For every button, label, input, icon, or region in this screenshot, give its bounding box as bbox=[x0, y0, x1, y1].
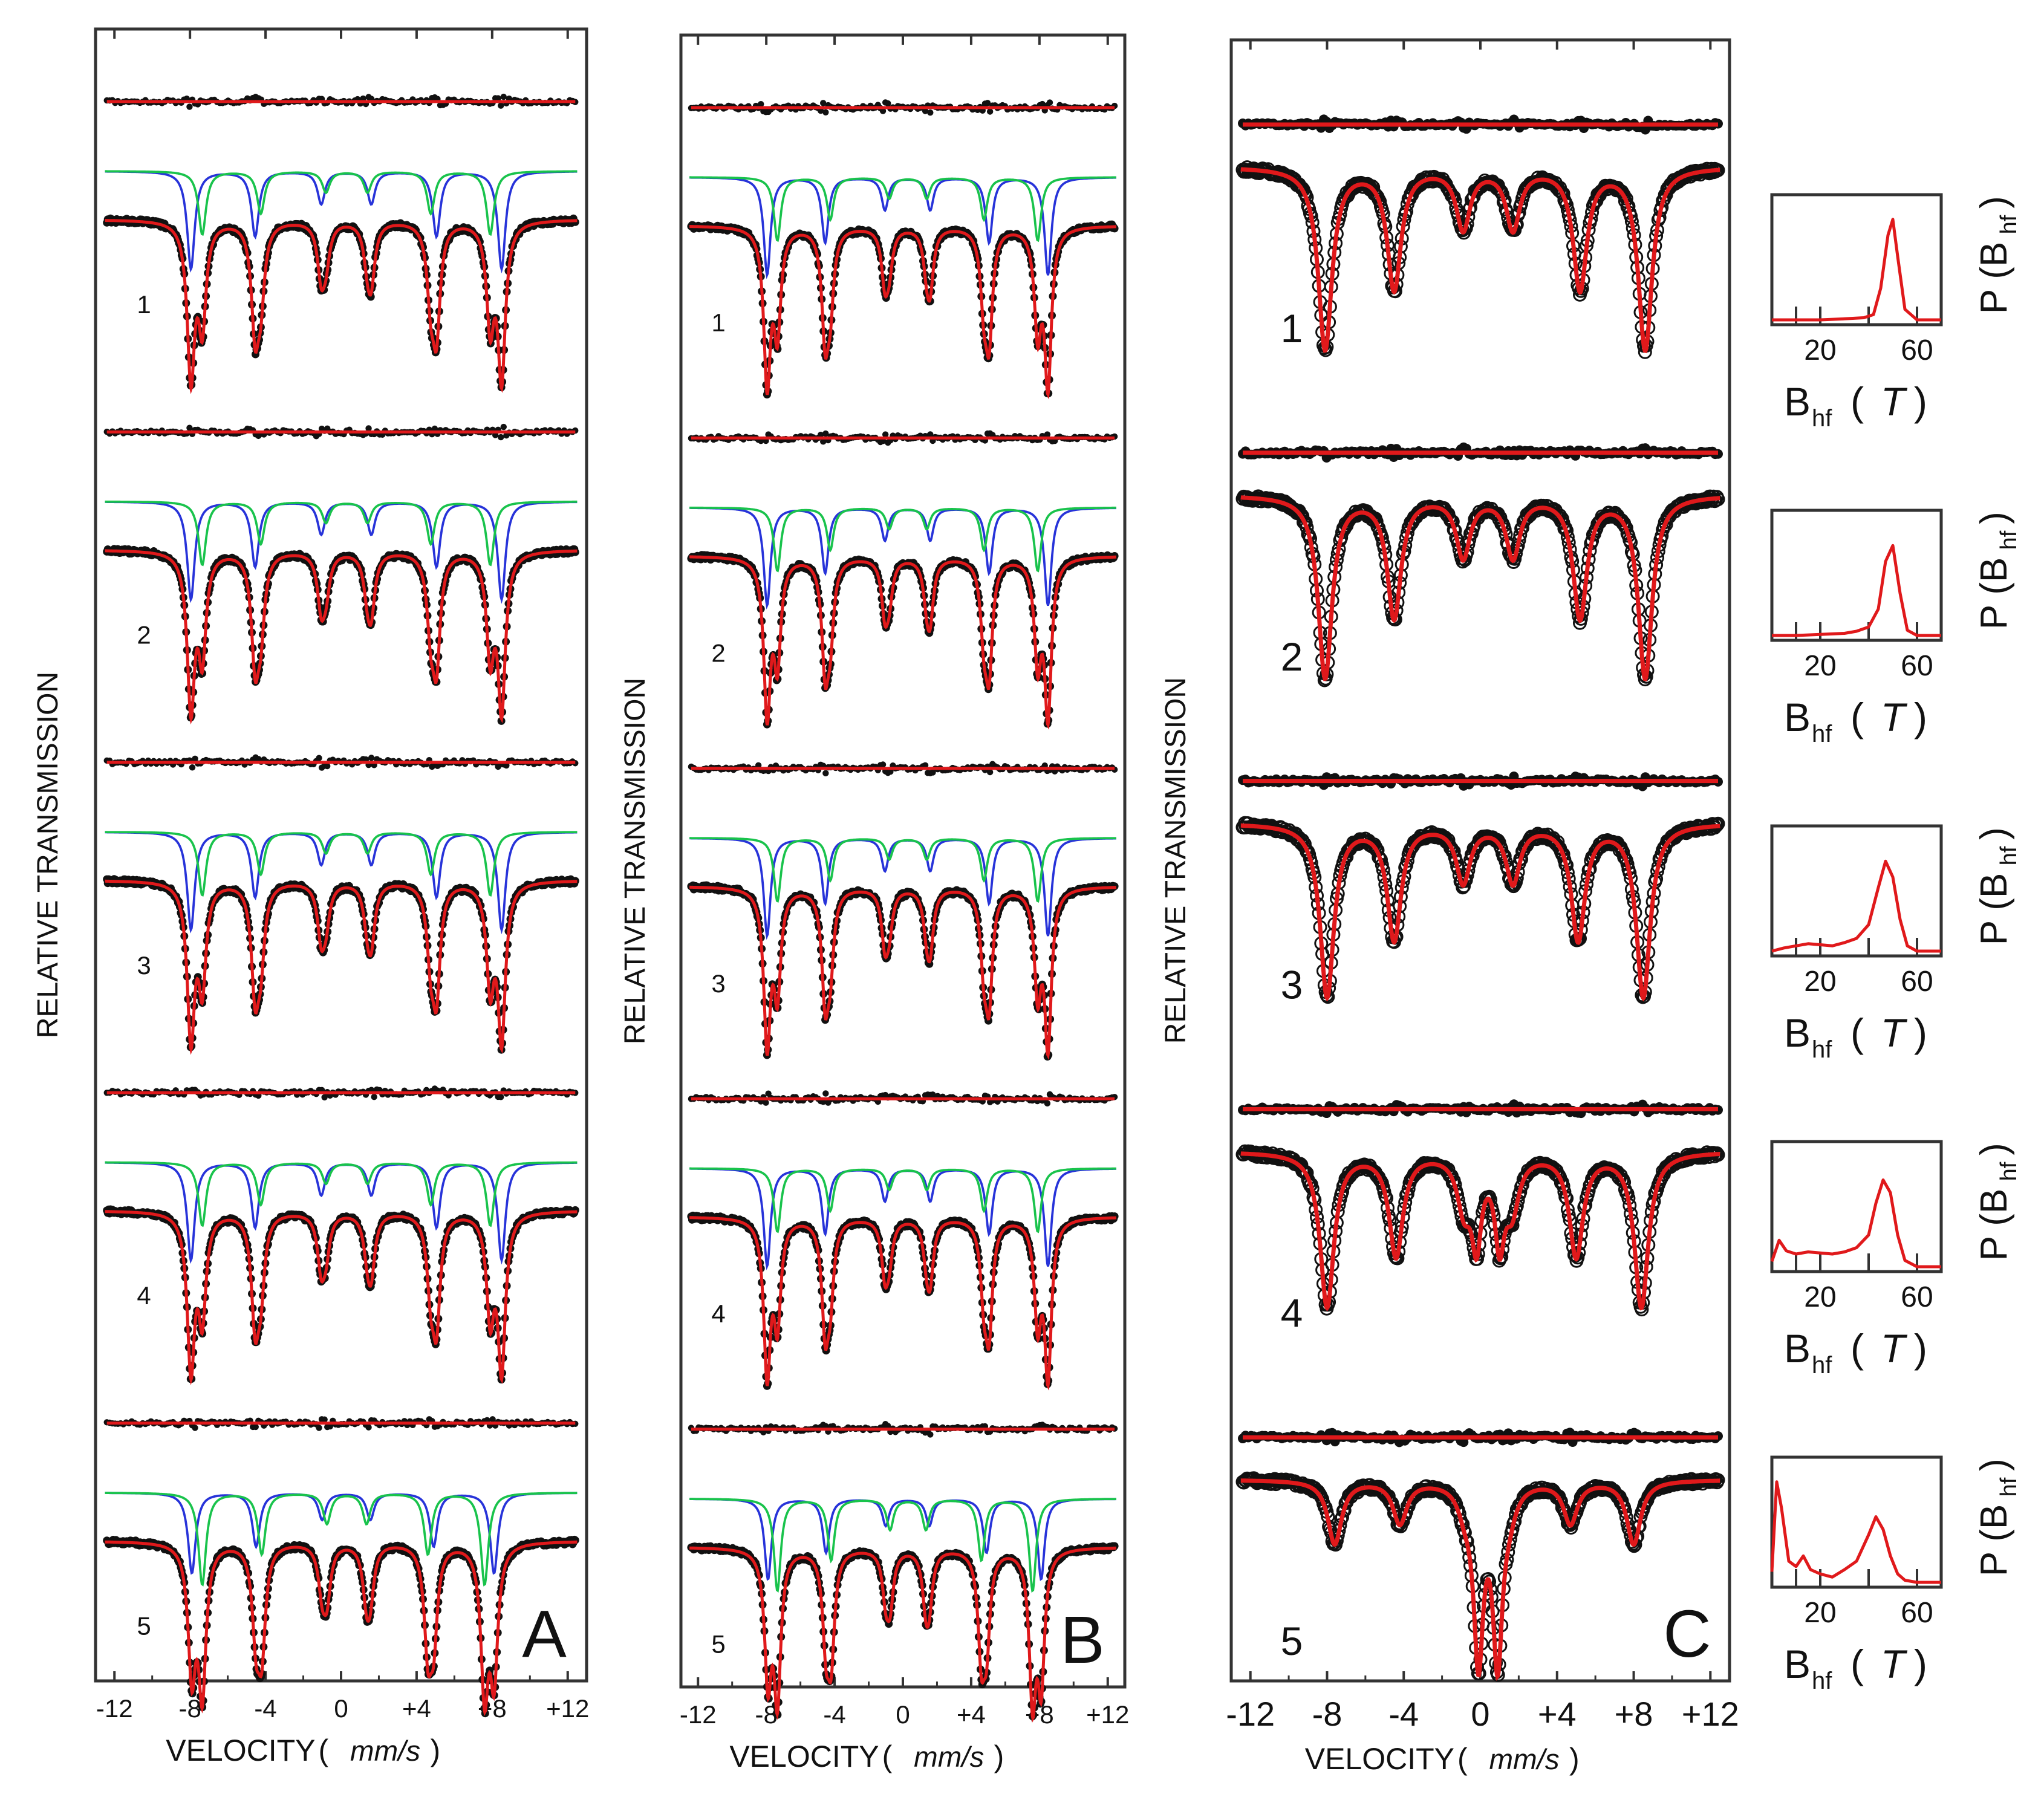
residual-point bbox=[927, 109, 934, 116]
spectrum-2: 2 bbox=[103, 423, 579, 725]
x-axis-paren: ( bbox=[319, 1734, 329, 1767]
x-tick-label: 0 bbox=[334, 1694, 348, 1723]
y-axis-label: RELATIVE TRANSMISSION bbox=[32, 672, 64, 1038]
residual-point bbox=[186, 103, 193, 110]
residual-point bbox=[186, 424, 193, 431]
x-axis-label: VELOCITY bbox=[729, 1740, 879, 1773]
x-axis-paren: ) bbox=[431, 1734, 441, 1767]
sextet-2-line bbox=[105, 170, 578, 236]
y-axis-label: RELATIVE TRANSMISSION bbox=[619, 678, 651, 1044]
residual-point bbox=[371, 1093, 377, 1100]
x-tick-label: +12 bbox=[1086, 1700, 1129, 1729]
x-tick-label: +12 bbox=[546, 1694, 589, 1723]
residual-point bbox=[192, 755, 198, 762]
x-axis-paren: ( bbox=[882, 1740, 893, 1773]
spectrum-label: 2 bbox=[711, 639, 725, 667]
x-tick-label: +4 bbox=[402, 1694, 431, 1723]
spectrum-label: 1 bbox=[711, 308, 725, 337]
residual-point bbox=[1046, 99, 1053, 106]
residual-point bbox=[500, 93, 507, 100]
residual-point bbox=[316, 755, 322, 761]
residual-point bbox=[252, 1423, 259, 1431]
x-axis-paren: ) bbox=[994, 1740, 1004, 1773]
residual-point bbox=[192, 1425, 198, 1431]
residual-point bbox=[316, 1425, 322, 1431]
residual-point bbox=[822, 109, 829, 115]
residual-point bbox=[986, 769, 994, 776]
residual-point bbox=[189, 764, 196, 771]
x-axis-unit: mm/s bbox=[350, 1735, 420, 1767]
spectrum-label: 5 bbox=[137, 1612, 151, 1640]
spectrum-3: 3 bbox=[103, 754, 579, 1055]
spectrum-label: 2 bbox=[137, 620, 151, 649]
residual-point bbox=[365, 425, 372, 432]
x-tick-label: -4 bbox=[254, 1694, 276, 1723]
x-axis-label: VELOCITY bbox=[166, 1734, 315, 1767]
x-tick-label: -8 bbox=[178, 1694, 201, 1723]
residual-point bbox=[489, 1416, 496, 1423]
fit-line bbox=[105, 219, 578, 394]
panel-letter: A bbox=[522, 1597, 567, 1671]
residual-point bbox=[324, 762, 331, 770]
x-tick-label: +4 bbox=[957, 1700, 986, 1729]
fit-line bbox=[105, 549, 578, 725]
x-tick-label: -12 bbox=[680, 1700, 717, 1729]
residual-point bbox=[498, 102, 504, 109]
residual-point bbox=[879, 761, 887, 768]
spectrum-label: 1 bbox=[137, 290, 151, 319]
residual-point bbox=[368, 755, 375, 761]
spectrum-label: 4 bbox=[137, 1281, 151, 1310]
residual-point bbox=[365, 1424, 372, 1431]
x-tick-label: 0 bbox=[896, 1700, 910, 1729]
residual-point bbox=[431, 425, 438, 432]
sextet-2-line bbox=[105, 500, 578, 567]
residual-point bbox=[500, 423, 507, 431]
x-tick-label: -4 bbox=[823, 1700, 845, 1729]
residual-point bbox=[498, 434, 504, 441]
residual-point bbox=[495, 95, 501, 102]
spectrum-label: 3 bbox=[137, 951, 151, 980]
x-tick-label: -12 bbox=[96, 1694, 133, 1723]
x-axis-unit: mm/s bbox=[914, 1741, 984, 1773]
residual-point bbox=[986, 108, 994, 115]
residual-point bbox=[498, 1094, 504, 1100]
residual-point bbox=[822, 770, 829, 777]
spectrum-1: 1 bbox=[103, 93, 579, 394]
